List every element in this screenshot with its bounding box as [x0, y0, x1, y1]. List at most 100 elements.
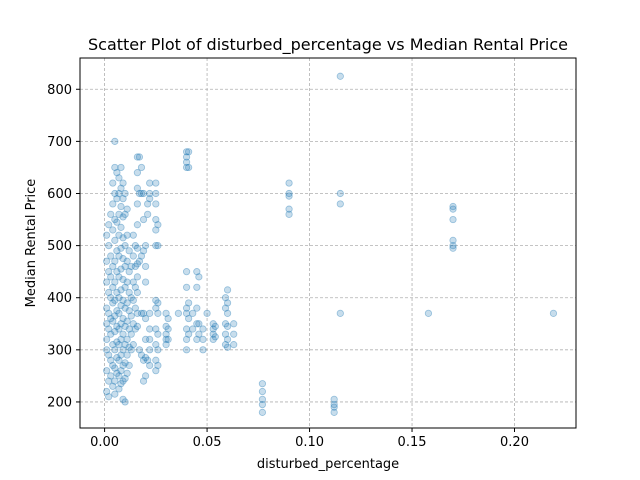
data-point [221, 341, 230, 349]
data-point [115, 341, 123, 349]
data-point [119, 377, 127, 385]
y-tick-label: 200 [47, 395, 72, 410]
data-point [109, 361, 117, 370]
data-point [117, 244, 125, 252]
data-point [193, 335, 201, 344]
data-point [221, 330, 230, 338]
data-point [107, 372, 115, 380]
grid [80, 58, 576, 428]
data-point [119, 275, 127, 284]
data-point [141, 262, 150, 271]
data-point [125, 325, 133, 333]
data-point [137, 163, 146, 172]
data-point [141, 242, 150, 250]
data-point [336, 72, 344, 80]
data-point [115, 385, 123, 393]
data-point [113, 268, 121, 276]
data-point [123, 369, 131, 377]
data-point [144, 200, 152, 208]
data-point [131, 325, 139, 333]
data-point [105, 393, 113, 401]
data-point [146, 361, 154, 370]
data-point [113, 288, 121, 297]
data-point [119, 213, 127, 221]
data-point [135, 346, 144, 354]
data-point [109, 382, 117, 390]
data-point [164, 314, 172, 323]
data-point [449, 242, 457, 250]
data-point [121, 189, 129, 198]
data-point [107, 356, 115, 364]
data-point [139, 356, 148, 364]
data-point [119, 346, 127, 354]
data-point [189, 325, 197, 333]
data-point [154, 242, 162, 250]
data-point [152, 341, 160, 349]
data-point [119, 395, 127, 403]
data-point [139, 215, 148, 224]
data-point [221, 320, 230, 328]
data-point [109, 317, 117, 325]
data-point [135, 257, 144, 265]
data-points [103, 72, 558, 416]
data-point [135, 189, 144, 198]
data-point [193, 320, 201, 328]
data-point [135, 153, 144, 161]
data-point [115, 273, 123, 281]
data-point [133, 260, 141, 268]
data-point [125, 268, 133, 276]
data-point [121, 283, 129, 291]
data-point [141, 278, 150, 286]
data-point [193, 304, 201, 312]
y-tick-label: 600 [47, 187, 72, 202]
data-point [125, 307, 133, 315]
data-point [109, 262, 117, 271]
data-point [449, 244, 457, 252]
data-point [119, 255, 127, 263]
data-point [105, 325, 113, 333]
data-point [133, 200, 141, 208]
data-point [209, 325, 217, 333]
x-tick-label: 0.15 [398, 435, 427, 450]
data-point [152, 356, 160, 364]
x-tick-label: 0.05 [193, 435, 222, 450]
data-point [139, 189, 148, 198]
data-point [111, 257, 119, 265]
data-point [146, 325, 154, 333]
data-point [223, 322, 232, 330]
data-point [203, 309, 211, 317]
data-point [133, 309, 141, 317]
data-point [223, 309, 232, 317]
data-point [330, 408, 338, 416]
data-point [152, 200, 160, 208]
data-point [113, 195, 121, 203]
data-point [154, 361, 162, 370]
data-point [115, 309, 123, 317]
data-point [164, 325, 172, 333]
data-point [119, 195, 127, 203]
data-point [146, 179, 154, 187]
data-point [209, 330, 217, 338]
data-point [129, 341, 137, 349]
plot-frame [79, 57, 577, 429]
data-point [103, 231, 111, 239]
data-point [123, 205, 131, 213]
data-point [131, 242, 139, 250]
data-point [174, 309, 182, 317]
data-point [105, 242, 113, 250]
data-point [146, 309, 154, 317]
data-point [121, 262, 129, 271]
data-point [141, 372, 150, 380]
data-point [109, 299, 117, 307]
data-point [285, 189, 293, 198]
data-point [105, 288, 113, 297]
data-point [121, 398, 129, 406]
data-point [258, 400, 267, 409]
data-point [139, 247, 148, 255]
data-point [117, 202, 125, 211]
data-point [111, 236, 119, 244]
data-point [193, 283, 201, 291]
y-tick-label: 700 [47, 135, 72, 150]
y-tick-label: 800 [47, 83, 72, 98]
data-point [141, 354, 150, 362]
